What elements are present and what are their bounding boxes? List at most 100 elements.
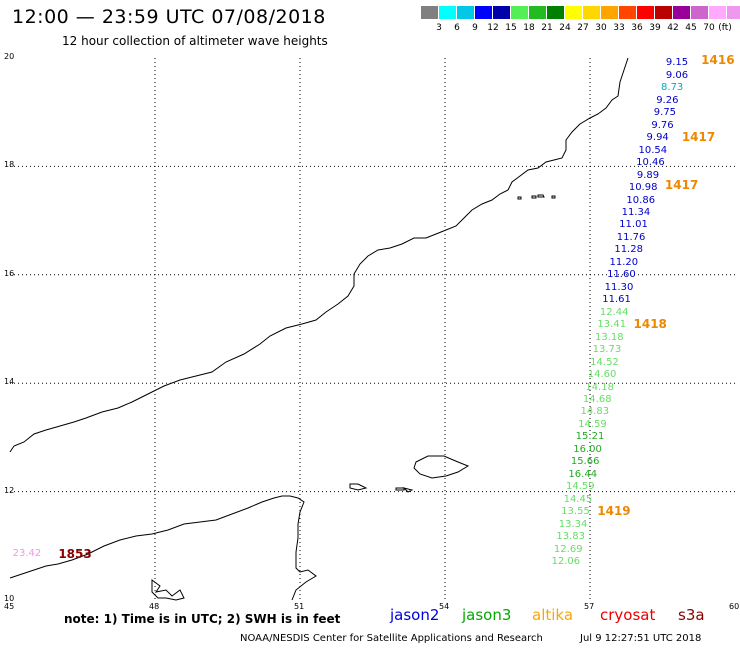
colorbar-swatch bbox=[439, 6, 457, 19]
swh-value-label: 13.55 bbox=[561, 506, 590, 518]
colorbar-tick-label: 39 bbox=[649, 23, 661, 33]
colorbar-tick-label: 42 bbox=[667, 23, 679, 33]
swh-value-label: 11.34 bbox=[621, 207, 651, 218]
arabian-coastline bbox=[9, 57, 629, 453]
graticule bbox=[10, 58, 735, 600]
kuria-muria-islands bbox=[517, 194, 556, 200]
x-tick-label: 48 bbox=[149, 602, 160, 611]
legend-item-s3a: s3a bbox=[678, 606, 705, 624]
colorbar-swatch bbox=[493, 6, 511, 19]
colorbar-swatch bbox=[619, 6, 637, 19]
colorbar-swatch bbox=[565, 6, 583, 19]
swh-value-label: 9.89 bbox=[636, 169, 660, 181]
swh-colorbar bbox=[421, 6, 740, 19]
colorbar-swatch bbox=[457, 6, 475, 19]
x-tick-label: 57 bbox=[584, 602, 595, 611]
swh-value-label: 14.83 bbox=[580, 406, 610, 418]
footer-timestamp: Jul 9 12:27:51 UTC 2018 bbox=[580, 633, 702, 644]
legend-item-jason2: jason2 bbox=[390, 606, 440, 624]
swh-value-label: 12.69 bbox=[553, 543, 583, 555]
x-tick-label: 60 bbox=[729, 602, 740, 611]
swh-value-label: 13.83 bbox=[556, 531, 585, 543]
swh-value-label: 10.54 bbox=[638, 144, 668, 156]
y-tick-label: 12 bbox=[4, 485, 15, 495]
pass-time-label: 1416 bbox=[701, 52, 735, 67]
y-tick-label: 20 bbox=[4, 52, 15, 61]
colorbar-tick-label: 33 bbox=[613, 23, 625, 33]
colorbar-swatch bbox=[421, 6, 439, 19]
colorbar-swatch bbox=[475, 6, 493, 19]
colorbar-swatch bbox=[691, 6, 709, 19]
swh-value-label: 14.68 bbox=[582, 394, 612, 405]
swh-value-label: 13.34 bbox=[558, 518, 588, 530]
pass-time-label: 1853 bbox=[58, 546, 92, 561]
colorbar-swatch bbox=[637, 6, 655, 19]
swh-value-label: 8.73 bbox=[661, 82, 684, 94]
units-note: note: 1) Time is in UTC; 2) SWH is in fe… bbox=[64, 612, 341, 626]
legend-item-jason3: jason3 bbox=[462, 606, 512, 624]
swh-value-label: 9.75 bbox=[653, 107, 677, 119]
swh-value-label: 11.01 bbox=[619, 219, 648, 231]
somalia-coastline bbox=[9, 495, 317, 601]
colorbar-tick-label: 70 bbox=[703, 23, 715, 33]
socotra-island bbox=[413, 455, 470, 479]
swh-value-label: 12.44 bbox=[599, 306, 629, 318]
x-tick-label: 45 bbox=[4, 602, 15, 611]
swh-value-label: 10.86 bbox=[626, 194, 656, 206]
x-tick-label: 51 bbox=[294, 602, 305, 611]
swh-value-label: 11.76 bbox=[616, 231, 646, 243]
swh-value-label: 16.00 bbox=[573, 443, 602, 455]
swh-value-label: 9.94 bbox=[646, 132, 669, 144]
swh-value-label: 13.41 bbox=[597, 319, 627, 331]
swh-value-label: 10.98 bbox=[628, 182, 658, 194]
footer-credit: NOAA/NESDIS Center for Satellite Applica… bbox=[240, 633, 543, 644]
legend-item-altika: altika bbox=[532, 606, 574, 624]
swh-value-label: 13.18 bbox=[595, 331, 624, 343]
pass-time-label: 1417 bbox=[681, 130, 716, 145]
colorbar-tick-label: 15 bbox=[505, 23, 517, 33]
swh-value-label: 11.30 bbox=[604, 281, 634, 293]
colorbar-swatch bbox=[727, 6, 740, 19]
swh-value-label: 15.21 bbox=[575, 431, 605, 443]
colorbar-tick-label: 3 bbox=[436, 23, 442, 33]
y-tick-label: 10 bbox=[4, 594, 15, 603]
swh-value-label: 15.66 bbox=[570, 456, 600, 468]
pass-time-label: 1419 bbox=[597, 504, 631, 519]
swh-value-label: 14.60 bbox=[587, 369, 617, 381]
swh-value-label: 14.59 bbox=[566, 481, 595, 493]
swh-value-label: 12.06 bbox=[551, 556, 581, 568]
swh-value-label: 11.60 bbox=[607, 269, 636, 281]
swh-value-label: 11.61 bbox=[602, 294, 631, 306]
pass-time-label: 1418 bbox=[633, 317, 667, 332]
swh-value-label: 14.52 bbox=[590, 356, 619, 368]
colorbar-unit: (ft) bbox=[718, 23, 732, 33]
colorbar-swatch bbox=[529, 6, 547, 19]
page-title: 12:00 — 23:59 UTC 07/08/2018 bbox=[12, 6, 326, 28]
colorbar-swatch bbox=[655, 6, 673, 19]
swh-value-label: 9.76 bbox=[651, 119, 674, 131]
colorbar-tick-label: 27 bbox=[577, 23, 589, 33]
y-tick-label: 16 bbox=[4, 268, 15, 278]
x-tick-label: 54 bbox=[439, 602, 450, 611]
colorbar-swatch bbox=[601, 6, 619, 19]
swh-value-label: 14.18 bbox=[585, 381, 614, 393]
coastline bbox=[9, 57, 629, 601]
swh-value-label: 11.20 bbox=[609, 256, 639, 268]
legend-item-cryosat: cryosat bbox=[600, 606, 656, 624]
swh-value-label: 11.28 bbox=[614, 244, 643, 256]
swh-value-label: 9.06 bbox=[665, 69, 689, 81]
colorbar-swatch bbox=[709, 6, 727, 19]
colorbar-swatch bbox=[673, 6, 691, 19]
colorbar-tick-label: 9 bbox=[472, 23, 478, 33]
pass-time-label: 1417 bbox=[664, 178, 699, 193]
colorbar-tick-label: 6 bbox=[454, 23, 460, 33]
swh-value-label: 9.15 bbox=[665, 57, 689, 69]
swh-value-label: 23.42 bbox=[12, 547, 42, 559]
swh-value-label: 10.46 bbox=[636, 157, 665, 169]
swh-value-label: 14.59 bbox=[578, 418, 607, 430]
page-subtitle: 12 hour collection of altimeter wave hei… bbox=[62, 34, 328, 48]
abd-al-kuri-islands bbox=[349, 483, 414, 493]
colorbar-swatch bbox=[583, 6, 601, 19]
